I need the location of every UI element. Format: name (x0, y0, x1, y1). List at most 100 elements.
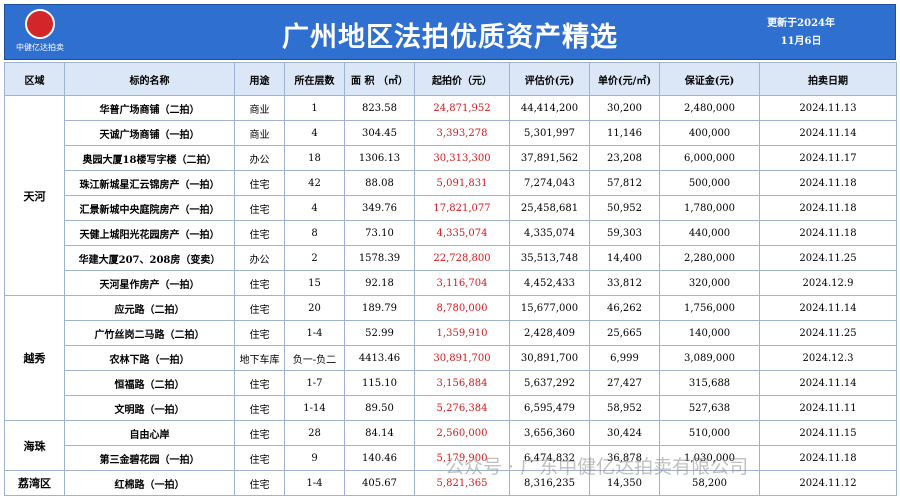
table-row: 珠江新城星汇云锦房产（一拍） 住宅 42 88.08 5,091,831 7,274,04… (5, 170, 897, 196)
table-cell: 5,637,292 (509, 370, 590, 396)
table-cell: 第三金碧花园（一拍） (64, 445, 235, 471)
table-cell: 2,480,000 (659, 95, 760, 121)
logo-text: 中健亿达拍卖 (16, 43, 64, 52)
table-cell: 1-4 (284, 470, 345, 496)
table-cell: 天河星作房产（一拍） (64, 270, 235, 296)
table-row: 汇景新城中央庭院房产（一拍） 住宅 4 349.76 17,821,077 25,458,… (5, 195, 897, 221)
table-row: 天健上城阳光花园房产（一拍） 住宅 8 73.10 4,335,074 4,335,074… (5, 220, 897, 246)
table-row: 海珠 自由心岸 住宅 28 84.14 2,560,000 3,656,360 30,424 5… (4, 420, 897, 471)
table-cell: 15,677,000 (509, 295, 590, 321)
table-cell: 15 (284, 270, 345, 296)
table-row: 广竹丝岗二马路（二拍） 住宅 1-4 52.99 1,359,910 2,428,409 2… (5, 320, 897, 346)
table-cell: 189.79 (344, 295, 415, 321)
table-cell: 58,952 (589, 395, 660, 421)
table-cell: 住宅 (234, 370, 285, 396)
table-cell: 20 (284, 295, 345, 321)
table-cell: 2024.11.11 (759, 395, 897, 421)
table-cell: 华普广场商铺（二拍） (64, 95, 235, 121)
table-cell: 1-14 (284, 395, 345, 421)
table-cell: 应元路（二拍） (64, 295, 235, 321)
table-cell: 30,891,700 (509, 345, 590, 371)
table-cell: 天健上城阳光花园房产（一拍） (64, 220, 235, 246)
logo: 中健亿达拍卖 (15, 7, 65, 53)
table-row: 天河星作房产（一拍） 住宅 15 92.18 3,116,704 4,452,433 33,… (5, 270, 897, 296)
table-cell: 5,276,384 (414, 395, 510, 421)
table-cell: 商业 (234, 120, 285, 146)
table-cell: 59,303 (589, 220, 660, 246)
table-cell: 1578.39 (344, 245, 415, 271)
table-row: 越秀 应元路（二拍） 住宅 20 189.79 8,780,000 15,677,000 46… (4, 295, 897, 421)
table-cell: 11,146 (589, 120, 660, 146)
table-cell: 住宅 (234, 270, 285, 296)
table-cell: 商业 (234, 95, 285, 121)
table-cell: 2024.11.18 (759, 220, 897, 246)
table-cell: 57,812 (589, 170, 660, 196)
table-cell: 4,335,074 (414, 220, 510, 246)
table-cell: 5,821,365 (414, 470, 510, 496)
table-cell: 恒福路（二拍） (64, 370, 235, 396)
table-cell: 2024.11.18 (759, 445, 897, 471)
table-cell: 2024.11.14 (759, 370, 897, 396)
table-cell: 22,728,800 (414, 245, 510, 271)
table-cell: 住宅 (234, 420, 285, 446)
table-cell: 6,474,832 (509, 445, 590, 471)
table-cell: 52.99 (344, 320, 415, 346)
table-cell: 1-7 (284, 370, 345, 396)
table-cell: 地下车库 (234, 345, 285, 371)
table-cell: 89.50 (344, 395, 415, 421)
table-cell: 92.18 (344, 270, 415, 296)
table-cell: 住宅 (234, 470, 285, 496)
region-cell: 天河 (4, 95, 65, 296)
table-cell: 4413.46 (344, 345, 415, 371)
table-row: 荔湾区 红棉路（一拍） 住宅 1-4 405.67 5,821,365 8,316,235 1… (4, 470, 897, 496)
table-cell: 1,359,910 (414, 320, 510, 346)
region-cell: 越秀 (4, 295, 65, 421)
table-cell: 2024.11.25 (759, 320, 897, 346)
table-cell: 6,999 (589, 345, 660, 371)
title: 广州地区法拍优质资产精选 (282, 22, 618, 53)
table-cell: 2,280,000 (659, 245, 760, 271)
table-cell: 9 (284, 445, 345, 471)
table-cell: 2024.11.17 (759, 145, 897, 171)
table-row: 天河 华普广场商铺（二拍） 商业 1 823.58 24,871,952 44,414,20… (4, 95, 897, 296)
table-cell: 5,091,831 (414, 170, 510, 196)
table-cell: 3,156,884 (414, 370, 510, 396)
table-cell: 30,200 (589, 95, 660, 121)
table-row: 奥园大厦18楼写字楼（二拍） 办公 18 1306.13 30,313,300 37,89… (5, 145, 897, 171)
table-cell: 4 (284, 195, 345, 221)
table-cell: 140.46 (344, 445, 415, 471)
table-row: 天诚广场商铺（一拍） 商业 4 304.45 3,393,278 5,301,997 11,… (5, 120, 897, 146)
table-cell: 华建大厦207、208房（变卖） (64, 245, 235, 271)
table-cell: 5,301,997 (509, 120, 590, 146)
column-header: 用途 (234, 62, 285, 96)
table-cell: 1306.13 (344, 145, 415, 171)
table-row: 第三金碧花园（一拍） 住宅 9 140.46 5,179,900 6,474,832 36,… (5, 445, 897, 471)
table-cell: 汇景新城中央庭院房产（一拍） (64, 195, 235, 221)
table-cell: 2024.11.13 (759, 95, 897, 121)
table-cell: 2,428,409 (509, 320, 590, 346)
table-cell: 37,891,562 (509, 145, 590, 171)
table-cell: 88.08 (344, 170, 415, 196)
table-cell: 315,688 (659, 370, 760, 396)
table-cell: 住宅 (234, 220, 285, 246)
watermark: 公众号 · 广东中健亿达拍卖有限公司 (445, 456, 749, 478)
table-cell: 8,316,235 (509, 470, 590, 496)
table-cell: 18 (284, 145, 345, 171)
table-row: 华建大厦207、208房（变卖） 办公 2 1578.39 22,728,800 35,5… (5, 245, 897, 271)
column-header: 评估价(元) (509, 62, 590, 96)
table-cell: 30,891,700 (414, 345, 510, 371)
table-cell: 17,821,077 (414, 195, 510, 221)
table-cell: 25,458,681 (509, 195, 590, 221)
table-cell: 8,780,000 (414, 295, 510, 321)
table-cell: 3,089,000 (659, 345, 760, 371)
table-cell: 58,200 (659, 470, 760, 496)
table-cell: 50,952 (589, 195, 660, 221)
table-cell: 自由心岸 (64, 420, 235, 446)
table-cell: 奥园大厦18楼写字楼（二拍） (64, 145, 235, 171)
table-cell: 2024.11.25 (759, 245, 897, 271)
table-cell: 14,400 (589, 245, 660, 271)
table-cell: 住宅 (234, 395, 285, 421)
column-header: 标的名称 (64, 62, 235, 96)
table-cell: 2024.11.18 (759, 195, 897, 221)
table-cell: 2024.11.14 (759, 120, 897, 146)
